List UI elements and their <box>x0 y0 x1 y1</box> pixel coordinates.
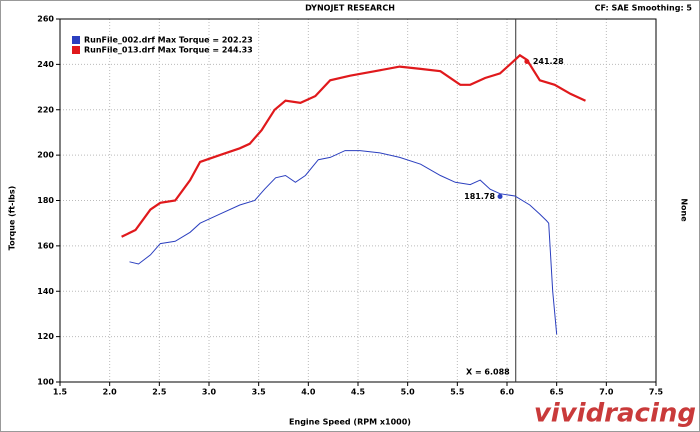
y-tick-label: 140 <box>37 287 54 296</box>
y2-axis-label: None <box>680 198 689 222</box>
cursor-label: X = 6.088 <box>466 368 510 377</box>
x-axis-label: Engine Speed (RPM x1000) <box>289 418 411 427</box>
x-tick-label: 5.5 <box>450 388 465 397</box>
x-tick-label: 3.5 <box>252 388 267 397</box>
series-line <box>129 150 558 335</box>
y-tick-label: 180 <box>37 196 54 205</box>
legend-label: RunFile_002.drf Max Torque = 202.23 <box>84 36 253 45</box>
legend-swatch <box>72 46 80 54</box>
point-label: 181.78 <box>464 192 495 201</box>
y-axis-label: Torque (ft-lbs) <box>8 186 17 251</box>
x-tick-label: 7.0 <box>599 388 614 397</box>
x-tick-label: 2.0 <box>103 388 118 397</box>
point-marker <box>497 193 503 199</box>
x-tick-label: 1.5 <box>53 388 68 397</box>
y-tick-label: 260 <box>37 15 54 24</box>
y-tick-label: 240 <box>37 60 54 69</box>
point-marker <box>524 58 530 64</box>
watermark: vividracing <box>534 399 696 429</box>
series-line <box>121 53 586 238</box>
subtitle: CF: SAE Smoothing: 5 <box>595 4 693 13</box>
y-tick-label: 200 <box>37 151 54 160</box>
x-tick-label: 5.0 <box>401 388 416 397</box>
x-tick-label: 7.5 <box>649 388 664 397</box>
chart-title: DYNOJET RESEARCH <box>305 4 395 13</box>
plot-border <box>59 18 657 383</box>
x-tick-label: 3.0 <box>202 388 217 397</box>
x-tick-label: 6.0 <box>500 388 515 397</box>
point-label: 241.28 <box>533 57 564 66</box>
y-tick-label: 220 <box>37 105 54 114</box>
y-tick-label: 100 <box>37 378 54 387</box>
x-tick-label: 4.0 <box>301 388 316 397</box>
x-tick-label: 4.5 <box>351 388 366 397</box>
y-tick-label: 120 <box>37 332 54 341</box>
legend-swatch <box>72 36 80 44</box>
x-tick-label: 6.5 <box>550 388 565 397</box>
y-tick-label: 160 <box>37 241 54 250</box>
legend-label: RunFile_013.drf Max Torque = 244.33 <box>84 46 253 55</box>
x-tick-label: 2.5 <box>152 388 167 397</box>
